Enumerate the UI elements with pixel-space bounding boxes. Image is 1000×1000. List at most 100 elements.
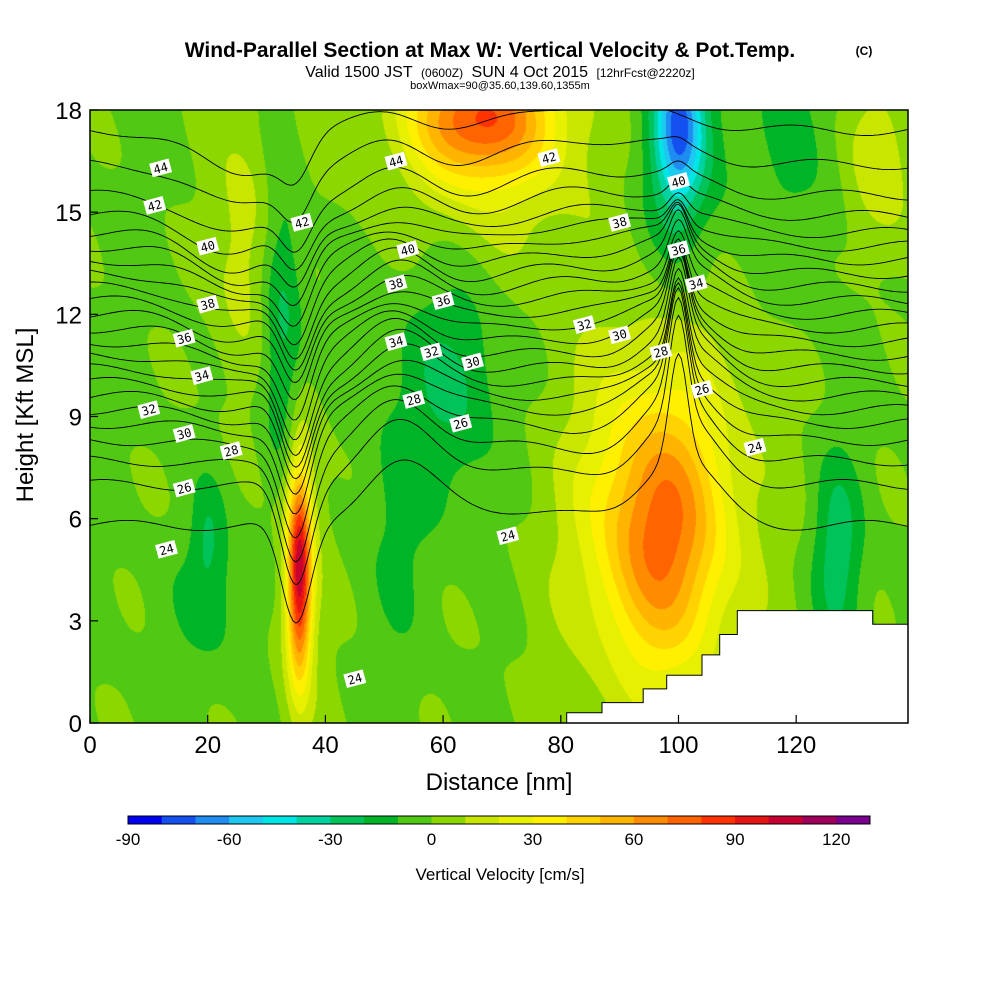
contour-label: 32	[137, 400, 161, 420]
colorbar-swatch	[296, 816, 331, 824]
colorbar-tick-label: 0	[427, 830, 436, 849]
colorbar-swatch	[262, 816, 298, 824]
contour-label-text: 32	[423, 344, 441, 361]
contour-label-text: 26	[693, 381, 711, 398]
contour-label-text: 30	[464, 354, 482, 371]
contour-label-text: 28	[652, 344, 670, 361]
contour-label-bg	[172, 478, 196, 498]
x-tick-label: 0	[83, 732, 96, 759]
contour-label: 24	[343, 669, 367, 689]
contour-label: 40	[396, 240, 420, 259]
contour-label: 24	[496, 526, 520, 546]
colorbar-tick-label: -90	[116, 830, 141, 849]
pot-temp-contour-line	[90, 243, 908, 441]
subtitle-utc: (0600Z)	[421, 66, 463, 80]
contour-label-text: 44	[152, 160, 170, 177]
contour-label-text: 36	[670, 241, 688, 258]
colorbar-tick-label: 30	[523, 830, 542, 849]
colorbar-tick-label: 60	[624, 830, 643, 849]
contour-label: 36	[431, 291, 455, 311]
contour-label-bg	[667, 172, 690, 191]
contour-label: 36	[667, 240, 690, 259]
contour-label-text: 32	[576, 316, 594, 333]
y-tick-label: 15	[55, 200, 82, 227]
contour-label-text: 44	[387, 153, 405, 170]
colorbar-label: Vertical Velocity [cm/s]	[415, 865, 584, 884]
pot-temp-contour-line	[90, 352, 908, 624]
y-axis-label: Height [Kft MSL]	[12, 328, 39, 503]
colorbar-swatch	[465, 816, 500, 824]
colorbar-swatch	[330, 816, 365, 824]
contour-label-text: 42	[146, 197, 164, 214]
contour-label-bg	[172, 328, 196, 348]
chart-subtitle: Valid 1500 JST (0600Z) SUN 4 Oct 2015 [1…	[305, 64, 694, 81]
contour-label-text: 38	[611, 214, 629, 231]
colorbar-tick-label: 120	[822, 830, 850, 849]
contour-label-text: 24	[746, 439, 764, 456]
contour-label: 42	[143, 196, 167, 215]
contour-label: 40	[667, 172, 690, 191]
contour-label-text: 24	[158, 541, 176, 558]
contour-label: 36	[172, 328, 196, 348]
pot-temp-contours	[90, 110, 908, 624]
colorbar-swatch	[701, 816, 736, 824]
contour-label-text: 42	[293, 214, 311, 231]
y-tick-label: 12	[55, 302, 82, 329]
colorbar-swatch	[735, 816, 770, 824]
pot-temp-contour-line	[90, 277, 908, 495]
contour-label-text: 38	[199, 296, 217, 313]
colorbar-frame	[127, 815, 871, 825]
pot-temp-contour-line	[90, 192, 908, 288]
y-tick-label: 9	[69, 405, 82, 432]
contour-label-text: 30	[611, 327, 629, 344]
pot-temp-contour-line	[90, 267, 908, 480]
contour-label: 34	[684, 274, 708, 294]
contour-label-bg	[137, 400, 161, 420]
colorbar-swatch	[195, 816, 230, 824]
x-axis-ticks: 0 20 40 60 80 100 120	[83, 715, 816, 759]
contour-label-bg	[667, 240, 690, 259]
contour-label: 40	[196, 236, 220, 256]
pot-temp-contour-line	[90, 218, 908, 371]
contour-label-bg	[496, 526, 520, 546]
contour-label: 42	[537, 148, 561, 168]
contour-label-bg	[690, 379, 714, 399]
pot-temp-contour-line	[90, 230, 908, 383]
colorbar-swatch	[229, 816, 264, 824]
contour-label-bg	[384, 151, 408, 171]
contour-label-bg	[402, 390, 426, 409]
subtitle-fcst: [12hrFcst@2220z]	[596, 66, 694, 80]
pot-temp-contour-line	[90, 314, 908, 586]
copyright-mark: (C)	[856, 44, 873, 58]
contour-label-text: 38	[387, 276, 405, 293]
contour-label-text: 30	[176, 425, 194, 442]
contour-label-text: 34	[387, 333, 405, 350]
chart-subtitle-2: boxWmax=90@35.60,139.60,1355m	[410, 80, 590, 92]
colorbar-ticks: -90 -60 -30 0 30 60 90 120	[116, 830, 851, 849]
contour-label-bg	[608, 325, 632, 345]
contour-label-bg	[461, 352, 484, 372]
terrain-mask	[90, 610, 908, 723]
x-tick-label: 60	[430, 732, 457, 759]
pot-temp-contour-line	[90, 177, 908, 271]
colorbar-swatch	[128, 816, 163, 824]
contour-label: 42	[290, 213, 314, 232]
x-tick-label: 40	[312, 732, 339, 759]
contour-label-bg	[419, 342, 443, 362]
subtitle-date: SUN 4 Oct 2015	[472, 64, 589, 81]
pot-temp-contour-line	[90, 281, 908, 515]
contour-label: 44	[384, 151, 408, 171]
contour-label-text: 28	[223, 442, 241, 459]
contour-label: 44	[149, 158, 173, 178]
contour-label-bg	[649, 342, 673, 362]
contour-label-text: 34	[193, 367, 211, 384]
contour-label: 24	[155, 539, 178, 559]
x-tick-label: 120	[776, 732, 816, 759]
contour-label-text: 24	[346, 671, 364, 688]
contour-label: 24	[743, 437, 767, 457]
contour-label: 32	[572, 315, 596, 334]
pot-temp-contour-line	[90, 247, 908, 457]
contour-label: 38	[608, 213, 632, 232]
colorbar-tick-label: -60	[217, 830, 242, 849]
pot-temp-contour-line	[90, 286, 908, 539]
